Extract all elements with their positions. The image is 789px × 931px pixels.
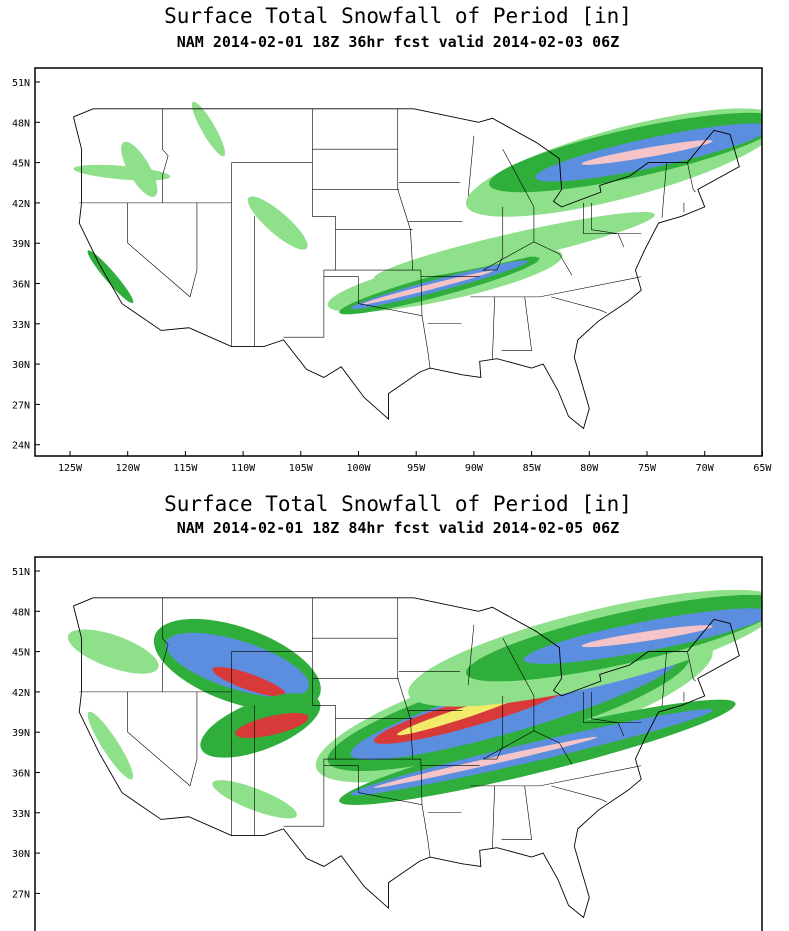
lat-label: 51N	[12, 567, 30, 578]
lat-label: 30N	[12, 849, 30, 860]
state-border	[420, 759, 431, 858]
map-area	[73, 101, 762, 430]
lat-label: 24N	[12, 441, 30, 452]
snowfall-area	[373, 211, 655, 282]
state-border	[467, 135, 475, 197]
snowfall-area	[87, 250, 134, 304]
state-border	[551, 296, 607, 314]
lon-label: 110W	[231, 463, 256, 474]
lat-label: 45N	[12, 159, 30, 170]
lon-label: 80W	[580, 463, 599, 474]
lon-label: 90W	[465, 463, 484, 474]
state-border	[162, 108, 169, 203]
state-border	[591, 691, 625, 737]
state-border	[467, 624, 475, 686]
state-border	[483, 206, 504, 271]
lat-label: 42N	[12, 199, 30, 210]
lon-label: 75W	[638, 463, 657, 474]
lat-label: 27N	[12, 400, 30, 411]
map-area	[67, 589, 762, 919]
map-frame	[34, 67, 763, 457]
lat-label: 36N	[12, 280, 30, 291]
snowfall-area	[247, 196, 308, 250]
snowfall-area	[362, 270, 494, 305]
lat-label: 42N	[12, 688, 30, 699]
map-title: Surface Total Snowfall of Period [in]	[164, 492, 632, 516]
lat-label: 45N	[12, 648, 30, 659]
lon-label: 95W	[407, 463, 426, 474]
snowfall-area	[191, 101, 226, 157]
snowfall-area	[73, 164, 171, 181]
lat-label: 30N	[12, 360, 30, 371]
state-border	[482, 241, 573, 276]
state-border	[551, 785, 607, 803]
state-border	[661, 651, 667, 707]
lon-label: 100W	[346, 463, 371, 474]
state-border	[687, 651, 696, 682]
lat-label: 48N	[12, 118, 30, 129]
state-border	[583, 691, 642, 724]
lat-label: 27N	[12, 889, 30, 900]
map-subtitle: NAM 2014-02-01 18Z 36hr fcst valid 2014-…	[177, 33, 620, 51]
snowfall-area	[87, 711, 134, 780]
map-frame	[34, 556, 763, 931]
country-outline	[73, 108, 740, 430]
lat-label: 36N	[12, 769, 30, 780]
country-outline	[73, 597, 740, 919]
state-border	[687, 162, 696, 193]
snowfall-area	[212, 666, 286, 697]
state-border	[661, 162, 667, 218]
snowfall-area	[581, 140, 713, 165]
lon-label: 65W	[753, 463, 772, 474]
lat-label: 48N	[12, 607, 30, 618]
lat-label: 39N	[12, 728, 30, 739]
state-border	[470, 765, 642, 787]
state-border	[420, 270, 431, 369]
state-border	[501, 785, 532, 840]
snowfall-area	[165, 632, 309, 698]
state-border	[591, 202, 625, 248]
lat-label: 51N	[12, 78, 30, 89]
lon-label: 105W	[289, 463, 314, 474]
snowfall-area	[67, 629, 159, 674]
state-border	[482, 730, 573, 765]
lon-label: 120W	[116, 463, 141, 474]
state-border	[189, 691, 198, 786]
snowfall-area	[373, 736, 598, 788]
lon-label: 115W	[173, 463, 198, 474]
state-border	[483, 695, 504, 760]
state-border	[502, 638, 535, 697]
state-border	[470, 276, 642, 298]
snowfall-area	[581, 625, 713, 648]
snowfall-area	[235, 712, 309, 738]
lat-label: 33N	[12, 809, 30, 820]
state-border	[397, 108, 414, 271]
map-title: Surface Total Snowfall of Period [in]	[164, 4, 632, 28]
lon-label: 85W	[523, 463, 542, 474]
state-border	[492, 785, 495, 850]
state-border	[189, 202, 198, 297]
state-border	[127, 691, 191, 787]
state-border	[323, 765, 423, 805]
state-border	[323, 276, 423, 316]
lon-label: 125W	[58, 463, 83, 474]
state-border	[162, 597, 169, 692]
state-border	[127, 202, 191, 298]
lat-label: 39N	[12, 239, 30, 250]
state-border	[502, 149, 535, 208]
lon-label: 70W	[696, 463, 715, 474]
lat-label: 33N	[12, 320, 30, 331]
state-border	[492, 296, 495, 361]
map-subtitle: NAM 2014-02-01 18Z 84hr fcst valid 2014-…	[177, 519, 620, 537]
state-border	[583, 202, 642, 235]
state-border	[501, 296, 532, 351]
state-border	[397, 597, 414, 760]
